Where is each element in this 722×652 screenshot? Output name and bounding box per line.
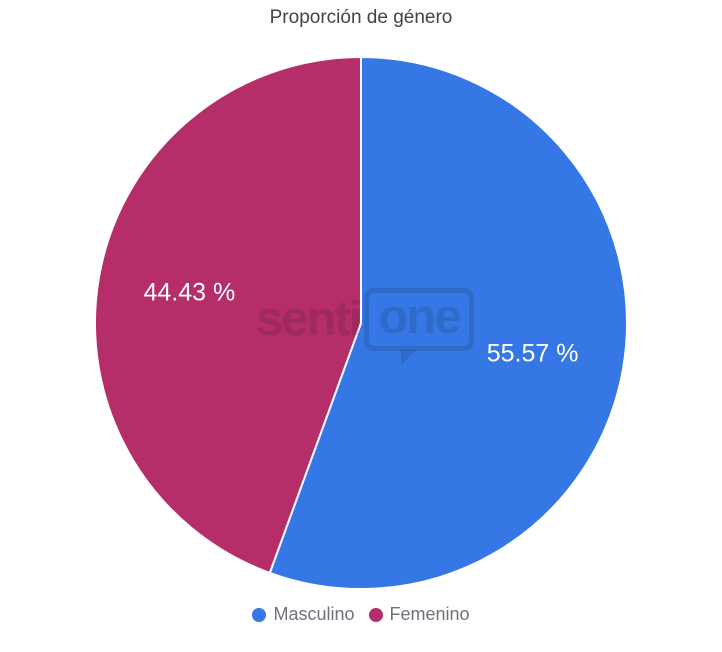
legend-item-masculino[interactable]: Masculino bbox=[252, 604, 355, 625]
legend-label-masculino: Masculino bbox=[273, 604, 355, 624]
chart-title: Proporción de género bbox=[269, 7, 453, 28]
legend-marker-femenino-icon bbox=[368, 607, 383, 622]
pie-slice-masculino[interactable] bbox=[268, 56, 628, 590]
pie-slice-femenino[interactable] bbox=[93, 56, 362, 574]
legend-item-femenino[interactable]: Femenino bbox=[368, 604, 470, 625]
slice-value-label-masculino: 55.57 % bbox=[487, 339, 579, 367]
legend-marker-masculino-icon bbox=[252, 607, 267, 622]
slice-value-label-femenino: 44.43 % bbox=[144, 279, 236, 307]
chart-legend: Masculino Femenino bbox=[0, 604, 722, 625]
legend-label-femenino: Femenino bbox=[389, 604, 470, 624]
